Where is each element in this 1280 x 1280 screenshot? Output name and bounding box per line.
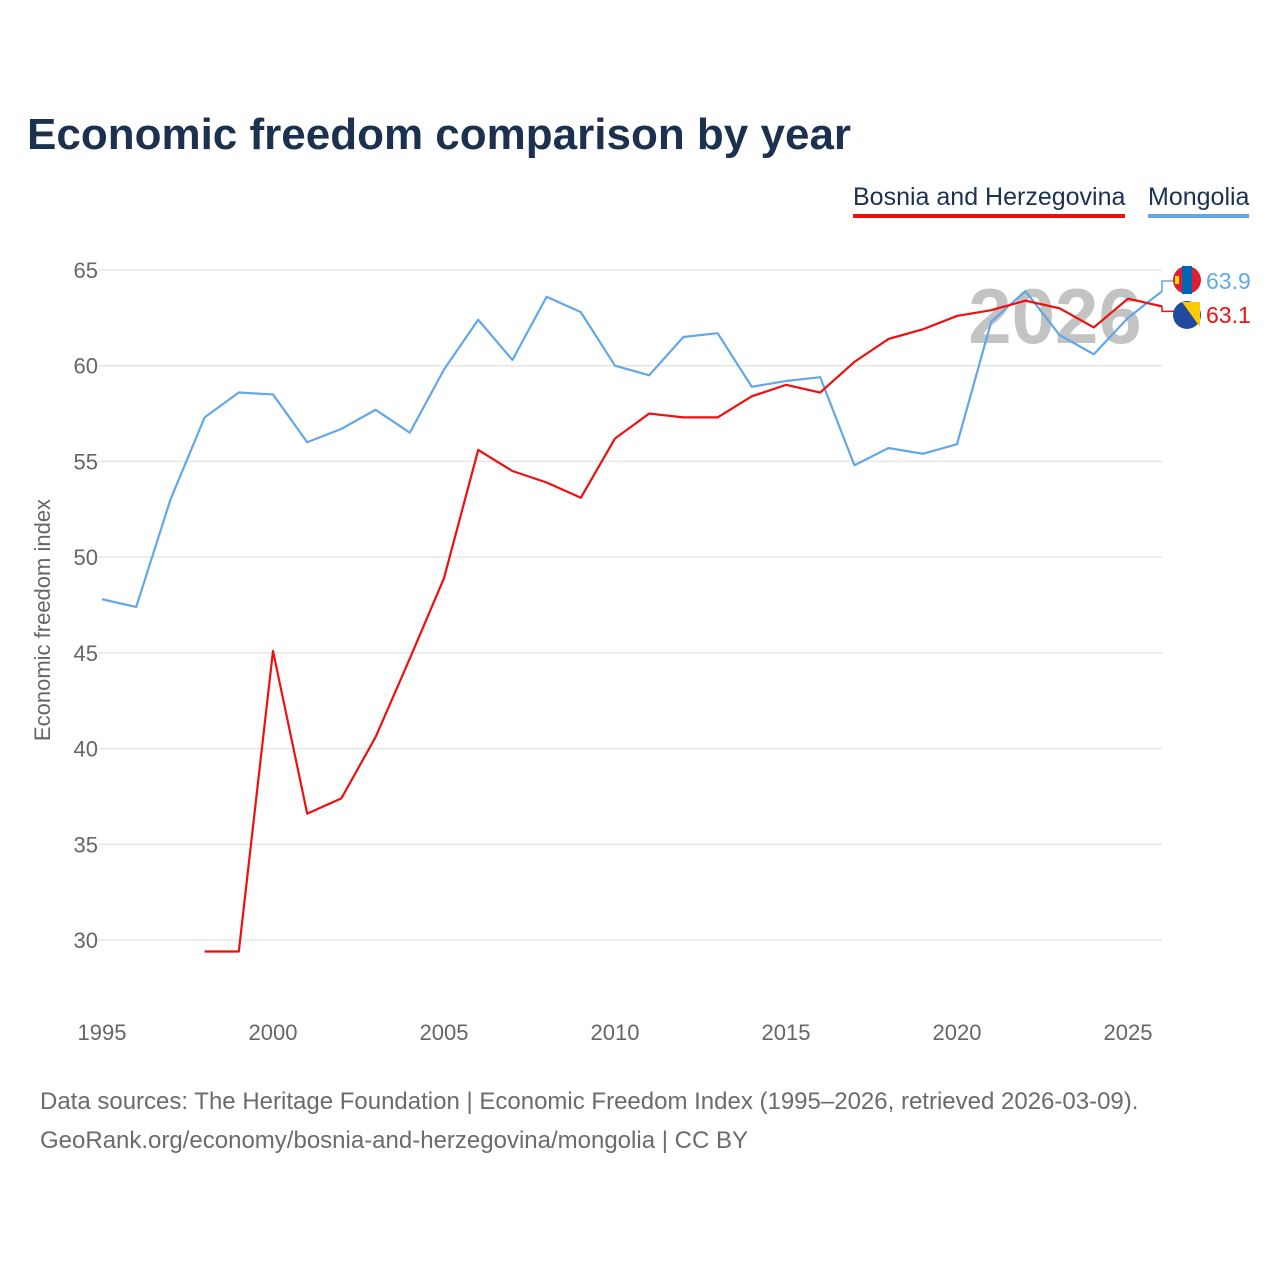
x-tick-label: 2005 [420, 1020, 469, 1045]
x-tick-label: 2015 [762, 1020, 811, 1045]
x-tick-label: 2010 [591, 1020, 640, 1045]
mongolia-flag-stripe [1182, 266, 1192, 294]
footer-link[interactable]: GeoRank.org/economy/bosnia-and-herzegovi… [40, 1127, 748, 1154]
y-tick-label: 50 [74, 545, 98, 570]
y-tick-label: 35 [74, 832, 98, 857]
series-line-mongolia [101, 289, 1163, 609]
x-tick-label: 2020 [933, 1020, 982, 1045]
series-line-bosnia [204, 297, 1163, 953]
end-label-bosnia: 63.1 [1206, 302, 1251, 328]
legend-bosnia[interactable]: Bosnia and Herzegovina [853, 183, 1126, 218]
connector [1161, 306, 1174, 313]
x-tick-label: 2000 [249, 1020, 298, 1045]
bosnia-flag-triangle [1182, 302, 1200, 327]
y-tick-label: 60 [74, 354, 98, 379]
year-watermark: 2026 [968, 272, 1142, 360]
legend-mongolia[interactable]: Mongolia [1148, 183, 1250, 218]
footer-sources: Data sources: The Heritage Foundation | … [40, 1088, 1139, 1115]
mongolia-flag-soyombo [1175, 276, 1179, 284]
y-axis-label: Economic freedom index [30, 499, 55, 741]
y-tick-label: 40 [74, 737, 98, 762]
y-tick-label: 30 [74, 928, 98, 953]
chart-title: Economic freedom comparison by year [27, 110, 852, 159]
y-tick-label: 55 [74, 449, 98, 474]
end-label-mongolia: 63.9 [1206, 268, 1251, 294]
y-tick-label: 45 [74, 641, 98, 666]
connector [1161, 280, 1174, 292]
x-tick-label: 2025 [1104, 1020, 1153, 1045]
y-tick-label: 65 [74, 258, 98, 283]
x-tick-label: 1995 [78, 1020, 127, 1045]
